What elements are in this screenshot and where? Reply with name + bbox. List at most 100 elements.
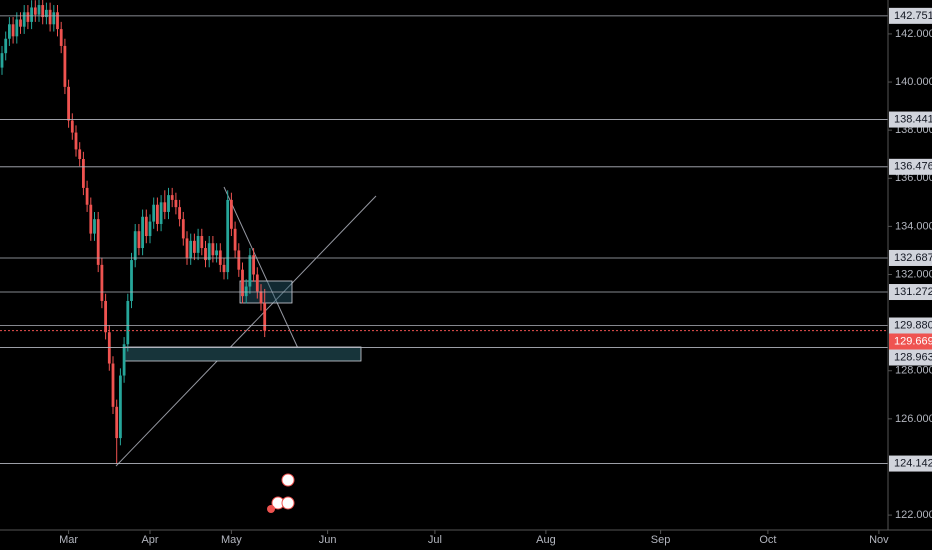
candle-body: [30, 7, 33, 22]
price-label-box: [889, 349, 932, 366]
candle-body: [100, 264, 104, 301]
price-label: 124.142: [894, 457, 932, 469]
candle-body: [255, 274, 259, 292]
candle-body: [141, 216, 144, 249]
price-label-box: [889, 158, 932, 175]
candle-body: [70, 120, 74, 133]
price-label: 136.476: [894, 161, 932, 173]
price-label: 132.687: [894, 252, 932, 264]
candle-body: [259, 291, 263, 304]
candle-body: [148, 221, 152, 237]
event-icon: [281, 473, 295, 487]
candle-body: [45, 9, 48, 18]
trend-line: [223, 186, 303, 358]
candle-body: [19, 19, 22, 27]
candle-body: [144, 216, 148, 237]
candle-body: [152, 204, 156, 222]
price-label: 128.963: [894, 351, 932, 363]
x-tick-label: May: [221, 534, 242, 546]
candle-body: [193, 240, 196, 253]
x-tick-label: Nov: [869, 534, 889, 546]
candle-body: [244, 286, 248, 297]
candle-body: [59, 29, 63, 46]
candle-body: [82, 159, 85, 188]
candle-body: [185, 238, 189, 258]
price-label: 131.272: [894, 286, 932, 298]
candle-body: [8, 24, 11, 39]
candle-body: [41, 5, 45, 18]
candle-body: [200, 236, 204, 249]
price-label: 142.751: [894, 10, 932, 22]
candle-body: [48, 9, 52, 25]
event-icon: [281, 496, 295, 510]
candle-body: [33, 7, 37, 15]
candle-body: [133, 231, 137, 261]
candle-body: [252, 255, 255, 275]
x-tick-label: Sep: [651, 534, 671, 546]
x-tick-label: Jun: [319, 534, 337, 546]
candle-body: [56, 12, 59, 30]
price-label-box: [889, 333, 932, 350]
y-tick-label: 122.000: [895, 509, 932, 521]
x-tick-label: Mar: [59, 534, 78, 546]
y-tick-label: 142.000: [895, 28, 932, 40]
x-tick-label: Jul: [428, 534, 442, 546]
candle-body: [126, 300, 130, 345]
candle-body: [163, 202, 167, 212]
price-label-box: [889, 111, 932, 128]
event-icon: [267, 505, 275, 513]
candle-body: [189, 240, 193, 258]
candle-body: [111, 363, 115, 407]
candle-body: [241, 269, 244, 297]
candle-body: [178, 207, 181, 220]
candle-body: [156, 204, 159, 224]
candle-body: [93, 219, 96, 234]
candle-body: [67, 86, 70, 121]
candle-body: [204, 248, 207, 261]
candle-body: [215, 250, 218, 256]
price-label-box: [889, 284, 932, 301]
candle-body: [207, 243, 211, 261]
candle-body: [181, 219, 185, 239]
candle-body: [122, 344, 126, 376]
price-label: 129.669: [894, 335, 932, 347]
candle-body: [170, 195, 174, 200]
candle-body: [167, 195, 170, 212]
price-label-box: [889, 317, 932, 334]
candle-body: [0, 53, 4, 68]
x-tick-label: Apr: [141, 534, 158, 546]
candle-body: [104, 300, 107, 333]
candle-body: [37, 5, 41, 15]
y-tick-label: 128.000: [895, 365, 932, 377]
candle-body: [22, 12, 26, 27]
candle-body: [63, 45, 67, 87]
candle-body: [11, 24, 15, 37]
candle-body: [85, 187, 89, 205]
y-tick-label: 136.000: [895, 172, 932, 184]
candle-body: [196, 236, 200, 253]
candle-body: [89, 204, 93, 234]
y-tick-label: 134.000: [895, 220, 932, 232]
price-label-box: [889, 7, 932, 24]
candle-body: [159, 202, 163, 224]
plot-area: [0, 0, 888, 513]
zone-rectangle: [124, 346, 362, 362]
candle-body: [96, 219, 100, 265]
y-tick-label: 126.000: [895, 413, 932, 425]
event-icons: [267, 473, 295, 513]
candle-body: [78, 149, 82, 160]
candle-body: [222, 264, 226, 273]
price-label: 129.880: [894, 319, 932, 331]
candle-body: [26, 12, 30, 22]
candle-body: [237, 250, 241, 270]
candle-body: [174, 199, 178, 208]
price-label-box: [889, 249, 932, 266]
candle-body: [74, 132, 78, 150]
price-label-box: [889, 455, 932, 472]
y-tick-label: 132.000: [895, 268, 932, 280]
x-tick-label: Aug: [536, 534, 556, 546]
y-tick-label: 140.000: [895, 76, 932, 88]
candle-body: [115, 406, 119, 439]
